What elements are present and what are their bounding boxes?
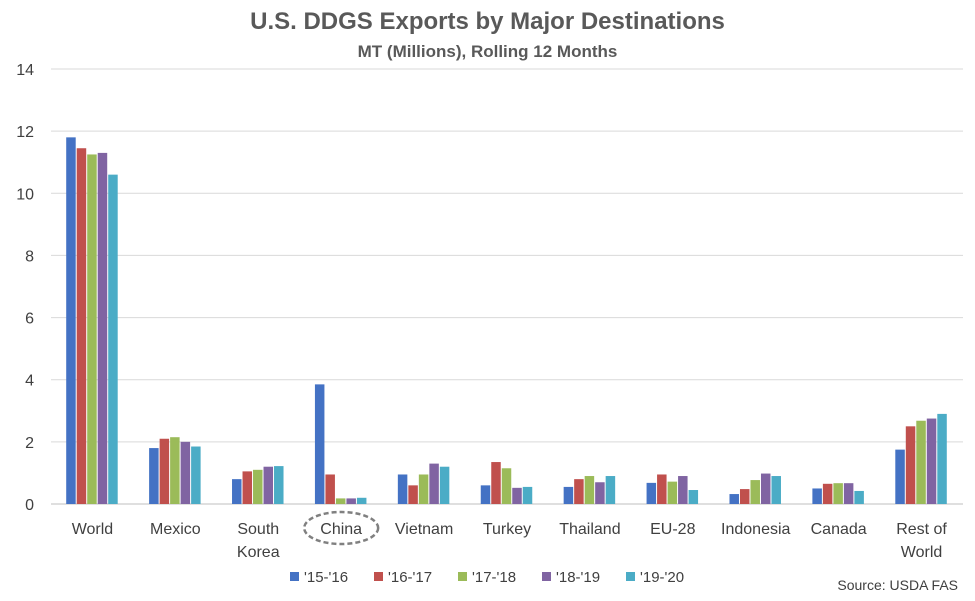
x-tick-label: Mexico bbox=[150, 521, 201, 538]
bar bbox=[739, 489, 750, 504]
bar bbox=[678, 476, 688, 504]
y-tick-label: 14 bbox=[16, 62, 34, 79]
x-tick-label: China bbox=[320, 521, 362, 538]
bar bbox=[429, 463, 439, 504]
bar bbox=[905, 426, 916, 504]
bar bbox=[822, 483, 833, 504]
x-tick-label: Canada bbox=[811, 521, 867, 538]
x-tick-label: Thailand bbox=[559, 521, 620, 538]
highlight-circle bbox=[302, 510, 380, 546]
bar bbox=[149, 448, 159, 504]
bar bbox=[191, 446, 201, 504]
bar bbox=[66, 137, 76, 504]
y-tick-label: 12 bbox=[16, 124, 34, 141]
legend-label: '18-'19 bbox=[556, 569, 600, 586]
bar bbox=[595, 482, 605, 504]
bar bbox=[854, 490, 864, 504]
bar bbox=[159, 438, 170, 504]
bar bbox=[771, 476, 781, 504]
y-tick-label: 10 bbox=[16, 186, 34, 203]
legend-swatch bbox=[542, 572, 551, 581]
bar bbox=[274, 466, 284, 504]
legend-swatch bbox=[290, 572, 299, 581]
bar bbox=[812, 488, 822, 504]
bar bbox=[346, 498, 356, 504]
bar bbox=[325, 474, 335, 504]
bar bbox=[501, 468, 512, 504]
x-tick-label: Turkey bbox=[483, 521, 531, 538]
bar bbox=[408, 485, 418, 504]
source-note: Source: USDA FAS bbox=[837, 577, 958, 593]
bar bbox=[574, 479, 584, 504]
bar bbox=[170, 437, 180, 504]
x-tick-label: World bbox=[72, 521, 114, 538]
bar bbox=[356, 497, 367, 504]
bar bbox=[180, 441, 191, 504]
legend-label: '19-'20 bbox=[640, 569, 684, 586]
x-tick-label: EU-28 bbox=[650, 521, 695, 538]
bar bbox=[87, 154, 97, 505]
bar bbox=[937, 413, 947, 504]
bar bbox=[76, 148, 87, 504]
legend-label: '17-'18 bbox=[472, 569, 516, 586]
x-tick-label: South bbox=[237, 521, 279, 538]
bar bbox=[418, 474, 429, 504]
y-tick-label: 0 bbox=[25, 497, 34, 514]
bar bbox=[729, 494, 739, 504]
bar bbox=[895, 449, 905, 504]
bar bbox=[584, 476, 595, 504]
bar bbox=[605, 476, 616, 504]
bar bbox=[657, 474, 667, 504]
legend-label: '16-'17 bbox=[388, 569, 432, 586]
bar bbox=[397, 474, 408, 504]
bar bbox=[439, 466, 450, 504]
bar bbox=[480, 485, 491, 504]
bar bbox=[688, 490, 699, 504]
x-tick-label: Korea bbox=[237, 544, 280, 561]
bar bbox=[232, 479, 242, 504]
bar bbox=[646, 482, 657, 504]
x-tick-label: Rest of bbox=[896, 521, 947, 538]
bar bbox=[512, 487, 522, 504]
bar bbox=[833, 483, 843, 504]
x-tick-label: Vietnam bbox=[395, 521, 453, 538]
x-tick-label: Indonesia bbox=[721, 521, 790, 538]
chart-subtitle: MT (Millions), Rolling 12 Months bbox=[357, 42, 618, 61]
bar bbox=[522, 486, 533, 504]
bar bbox=[926, 418, 937, 504]
legend-label: '15-'16 bbox=[304, 569, 348, 586]
chart-title: U.S. DDGS Exports by Major Destinations bbox=[250, 8, 725, 35]
legend-swatch bbox=[626, 572, 635, 581]
legend-swatch bbox=[458, 572, 467, 581]
bar bbox=[108, 174, 118, 504]
bar bbox=[563, 486, 574, 504]
y-tick-label: 2 bbox=[25, 435, 34, 452]
bar bbox=[263, 466, 274, 504]
bar bbox=[242, 471, 253, 504]
bar bbox=[335, 498, 346, 504]
bar bbox=[253, 469, 263, 504]
y-tick-label: 4 bbox=[25, 373, 34, 390]
legend-swatch bbox=[374, 572, 383, 581]
y-tick-label: 6 bbox=[25, 311, 34, 328]
bar bbox=[491, 462, 501, 504]
bar bbox=[843, 483, 854, 504]
bar bbox=[314, 384, 325, 504]
bar bbox=[916, 420, 926, 504]
y-tick-label: 8 bbox=[25, 248, 34, 265]
bar bbox=[97, 152, 108, 504]
bar bbox=[667, 481, 678, 504]
bar bbox=[760, 473, 771, 504]
x-tick-label: World bbox=[901, 544, 943, 561]
bar bbox=[750, 480, 760, 504]
